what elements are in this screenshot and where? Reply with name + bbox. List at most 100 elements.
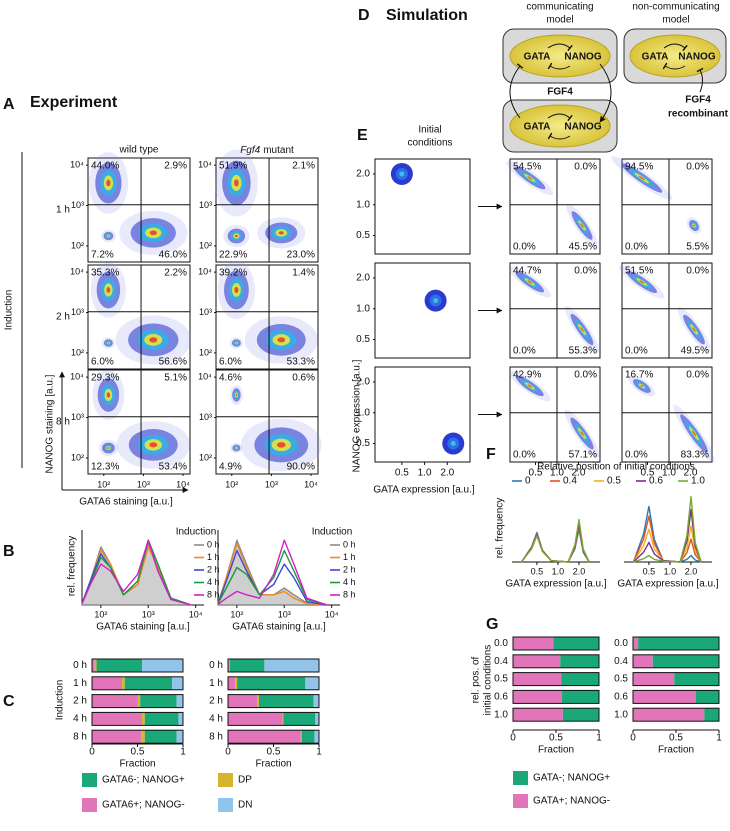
axis-title: GATA expression [a.u.] bbox=[505, 579, 607, 590]
density-cloud bbox=[149, 442, 158, 448]
legend-label: 0 bbox=[525, 476, 531, 487]
density-cloud bbox=[527, 176, 533, 180]
x-tick-label: 1.0 bbox=[664, 566, 677, 576]
x-tick-label: 10³ bbox=[137, 479, 150, 489]
bar-segment bbox=[122, 676, 125, 690]
category-label: 0 h bbox=[209, 660, 223, 671]
legend-label: DN bbox=[238, 800, 252, 811]
quadrant-percent: 53.3% bbox=[287, 357, 315, 368]
plot-frame bbox=[374, 158, 471, 255]
quadrant-percent: 56.6% bbox=[159, 357, 187, 368]
quadrant-percent: 39.2% bbox=[219, 268, 247, 279]
bar-outline bbox=[91, 658, 184, 673]
x-tick-label: 10⁴ bbox=[304, 479, 318, 489]
bar-segment bbox=[124, 676, 173, 690]
bar-segment bbox=[228, 676, 236, 690]
bar-segment bbox=[633, 654, 653, 668]
x-tick-label: 0 bbox=[89, 747, 95, 758]
row-title: Induction bbox=[4, 290, 15, 331]
axis-title: Induction bbox=[55, 680, 66, 721]
y-tick-label: 10³ bbox=[199, 412, 212, 422]
plot-title: conditions bbox=[407, 138, 452, 149]
bar-segment bbox=[282, 712, 284, 726]
quadrant-percent: 0.0% bbox=[574, 162, 597, 173]
category-label: 1 h bbox=[73, 678, 87, 689]
legend-label: GATA-; NANOG+ bbox=[533, 773, 610, 784]
bar-segment bbox=[264, 659, 319, 672]
legend-swatch bbox=[513, 794, 528, 808]
quadrant-percent: 51.9% bbox=[219, 161, 247, 172]
y-tick-label: 10² bbox=[199, 240, 212, 250]
bar-segment bbox=[638, 637, 719, 650]
y-tick-label: 10³ bbox=[71, 412, 84, 422]
legend-label: 0.4 bbox=[563, 476, 577, 487]
quadrant-percent: 0.0% bbox=[686, 266, 709, 277]
quadrant-percent: 4.6% bbox=[219, 373, 242, 384]
x-tick-label: 0.5 bbox=[669, 733, 683, 744]
bar-segment bbox=[258, 694, 314, 708]
quadrant-percent: 0.0% bbox=[513, 346, 536, 357]
density-cloud bbox=[234, 286, 239, 294]
density-cloud bbox=[580, 326, 584, 333]
panel-label: F bbox=[486, 446, 496, 463]
legend-label: 0 h bbox=[207, 539, 220, 549]
legend-title: Relative position of initial conditions bbox=[537, 462, 695, 473]
y-tick-label: 10³ bbox=[71, 307, 84, 317]
bar-segment bbox=[144, 730, 177, 744]
category-label: 4 h bbox=[209, 714, 223, 725]
x-tick-label: 10⁴ bbox=[176, 479, 190, 489]
y-tick-label: 2.0 bbox=[356, 273, 370, 284]
bar-segment bbox=[92, 694, 138, 708]
panel-label: B bbox=[3, 543, 15, 560]
x-tick-label: 10⁴ bbox=[189, 609, 203, 619]
bar-outline bbox=[632, 707, 720, 722]
bar-outline bbox=[227, 676, 320, 691]
inhibition bbox=[547, 132, 571, 140]
signal-label: FGF4 bbox=[685, 95, 711, 106]
bar-segment bbox=[560, 654, 599, 668]
y-tick-label: 10² bbox=[71, 347, 84, 357]
legend-label: 8 h bbox=[207, 589, 220, 599]
density-cloud bbox=[107, 447, 110, 449]
quadrant-percent: 35.3% bbox=[91, 268, 119, 279]
y-tick-label: 0.5 bbox=[356, 334, 370, 345]
quadrant-percent: 0.0% bbox=[574, 370, 597, 381]
model-title: communicating bbox=[526, 2, 593, 13]
legend-label: 1.0 bbox=[691, 476, 705, 487]
x-tick-label: 0.5 bbox=[529, 468, 543, 479]
quadrant-percent: 1.4% bbox=[292, 268, 315, 279]
y-tick-label: 10⁴ bbox=[198, 266, 212, 276]
bar-segment bbox=[633, 708, 705, 722]
legend-label: GATA6+; NANOG- bbox=[102, 800, 185, 811]
bar-outline bbox=[227, 711, 320, 726]
quadrant-percent: 57.1% bbox=[569, 450, 597, 461]
model-title: model bbox=[546, 15, 573, 26]
bar-segment bbox=[652, 654, 719, 668]
density-cloud bbox=[638, 175, 646, 181]
bar-outline bbox=[512, 636, 600, 651]
quadrant-percent: 2.9% bbox=[164, 161, 187, 172]
bar-segment bbox=[695, 690, 719, 704]
x-tick-label: 10² bbox=[230, 609, 243, 619]
signal-arrow bbox=[599, 63, 612, 123]
density-cloud bbox=[692, 327, 696, 332]
bar-outline bbox=[91, 729, 184, 744]
density-core bbox=[450, 441, 456, 447]
gene-label: NANOG bbox=[678, 52, 715, 63]
x-tick-label: 0.5 bbox=[641, 468, 655, 479]
panel-label: C bbox=[3, 693, 15, 710]
bar-outline bbox=[632, 689, 720, 704]
frequency-curve bbox=[81, 539, 192, 606]
legend-label: 1 h bbox=[207, 552, 220, 562]
y-tick-label: 10⁴ bbox=[70, 371, 84, 381]
x-tick-label: 10⁴ bbox=[325, 609, 339, 619]
bar-segment bbox=[142, 659, 183, 672]
x-tick-label: 1.0 bbox=[550, 468, 564, 479]
quadrant-percent: 0.0% bbox=[625, 242, 648, 253]
y-tick-label: 2.0 bbox=[356, 377, 370, 388]
density-cloud bbox=[235, 234, 238, 238]
x-tick-label: 1.0 bbox=[662, 468, 676, 479]
axis-title: rel. frequency bbox=[495, 498, 506, 559]
y-tick-label: 2.0 bbox=[356, 169, 370, 180]
